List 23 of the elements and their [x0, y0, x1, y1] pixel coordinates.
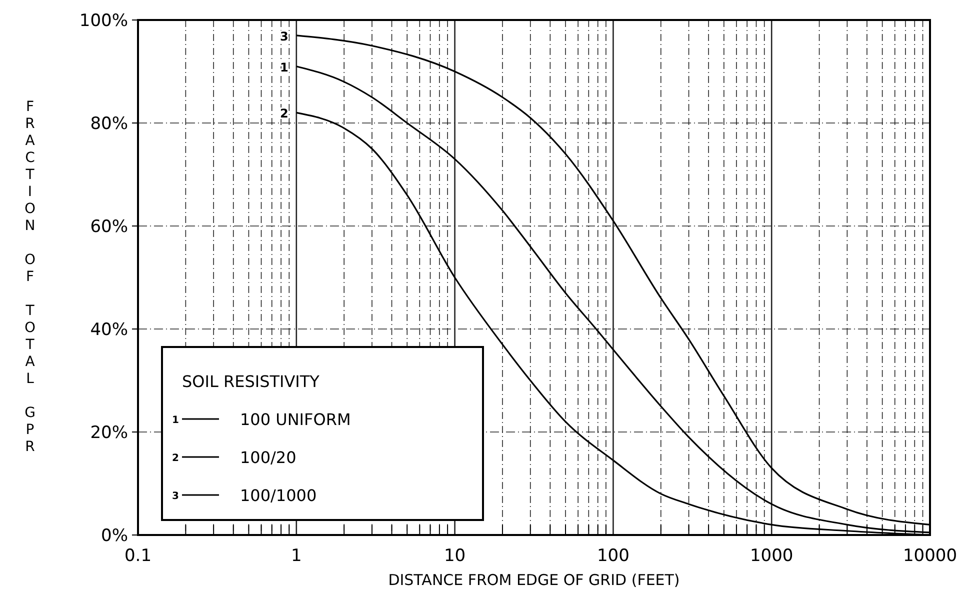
text: 2 [172, 453, 179, 464]
x-tick-label: 0.1 [124, 546, 152, 566]
text: 1 [172, 415, 179, 426]
y-tick-label: 60% [90, 217, 128, 237]
x-tick-label: 1000 [750, 546, 794, 566]
y-tick-label: 20% [90, 423, 128, 443]
legend-label: 100/1000 [240, 486, 317, 505]
x-tick-label: 100 [596, 546, 630, 566]
legend-label: 100 UNIFORM [240, 410, 351, 429]
annotation: 2 [280, 106, 288, 121]
legend-title: SOIL RESISTIVITY [182, 372, 320, 391]
x-tick-label: 10000 [902, 546, 958, 566]
annotation: 1 [280, 60, 288, 74]
y-tick-label: 80% [90, 114, 128, 134]
x-tick-label: 10 [444, 546, 466, 566]
text: 3 [172, 491, 179, 502]
y-tick-label: 40% [90, 320, 128, 340]
legend-label: 100/20 [240, 448, 296, 467]
y-tick-label: 0% [101, 526, 128, 546]
y-axis-title: FRACTION OF TOTAL GPR [22, 99, 38, 456]
y-tick-label: 100% [79, 11, 128, 31]
x-tick-label: 1 [290, 546, 302, 566]
x-axis-title: DISTANCE FROM EDGE OF GRID (FEET) [388, 571, 680, 589]
